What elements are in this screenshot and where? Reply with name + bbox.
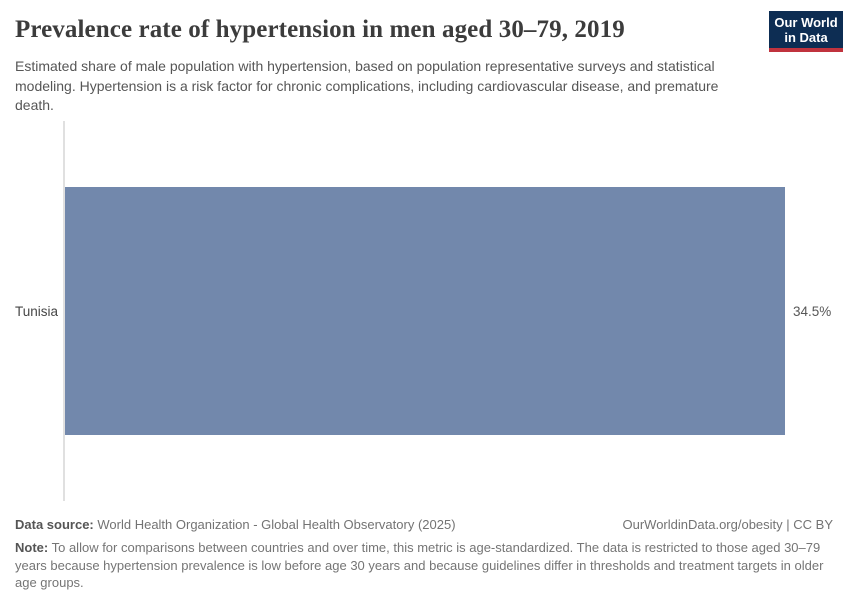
category-label-tunisia: Tunisia xyxy=(14,304,58,319)
chart-subtitle: Estimated share of male population with … xyxy=(15,58,719,113)
chart-title: Prevalence rate of hypertension in men a… xyxy=(15,16,625,43)
source-row: Data source: World Health Organization -… xyxy=(15,517,833,532)
data-source-label: Data source: xyxy=(15,517,94,532)
owid-logo-box: Our World in Data xyxy=(769,11,843,48)
bar-tunisia[interactable] xyxy=(65,187,785,435)
bar-track xyxy=(65,187,785,435)
owid-logo-line1: Our World xyxy=(774,15,838,30)
owid-logo-accent-bar xyxy=(769,48,843,52)
data-source: Data source: World Health Organization -… xyxy=(15,517,456,532)
owid-logo: Our World in Data xyxy=(769,11,843,52)
chart-note: Note: To allow for comparisons between c… xyxy=(15,539,835,592)
data-source-text: World Health Organization - Global Healt… xyxy=(97,517,456,532)
owid-logo-line2: in Data xyxy=(784,30,828,45)
y-axis-line xyxy=(63,121,65,501)
note-text: To allow for comparisons between countri… xyxy=(15,540,824,590)
value-label-tunisia: 34.5% xyxy=(793,304,832,319)
attribution: OurWorldinData.org/obesity | CC BY xyxy=(622,517,834,532)
note-label: Note: xyxy=(15,540,49,555)
